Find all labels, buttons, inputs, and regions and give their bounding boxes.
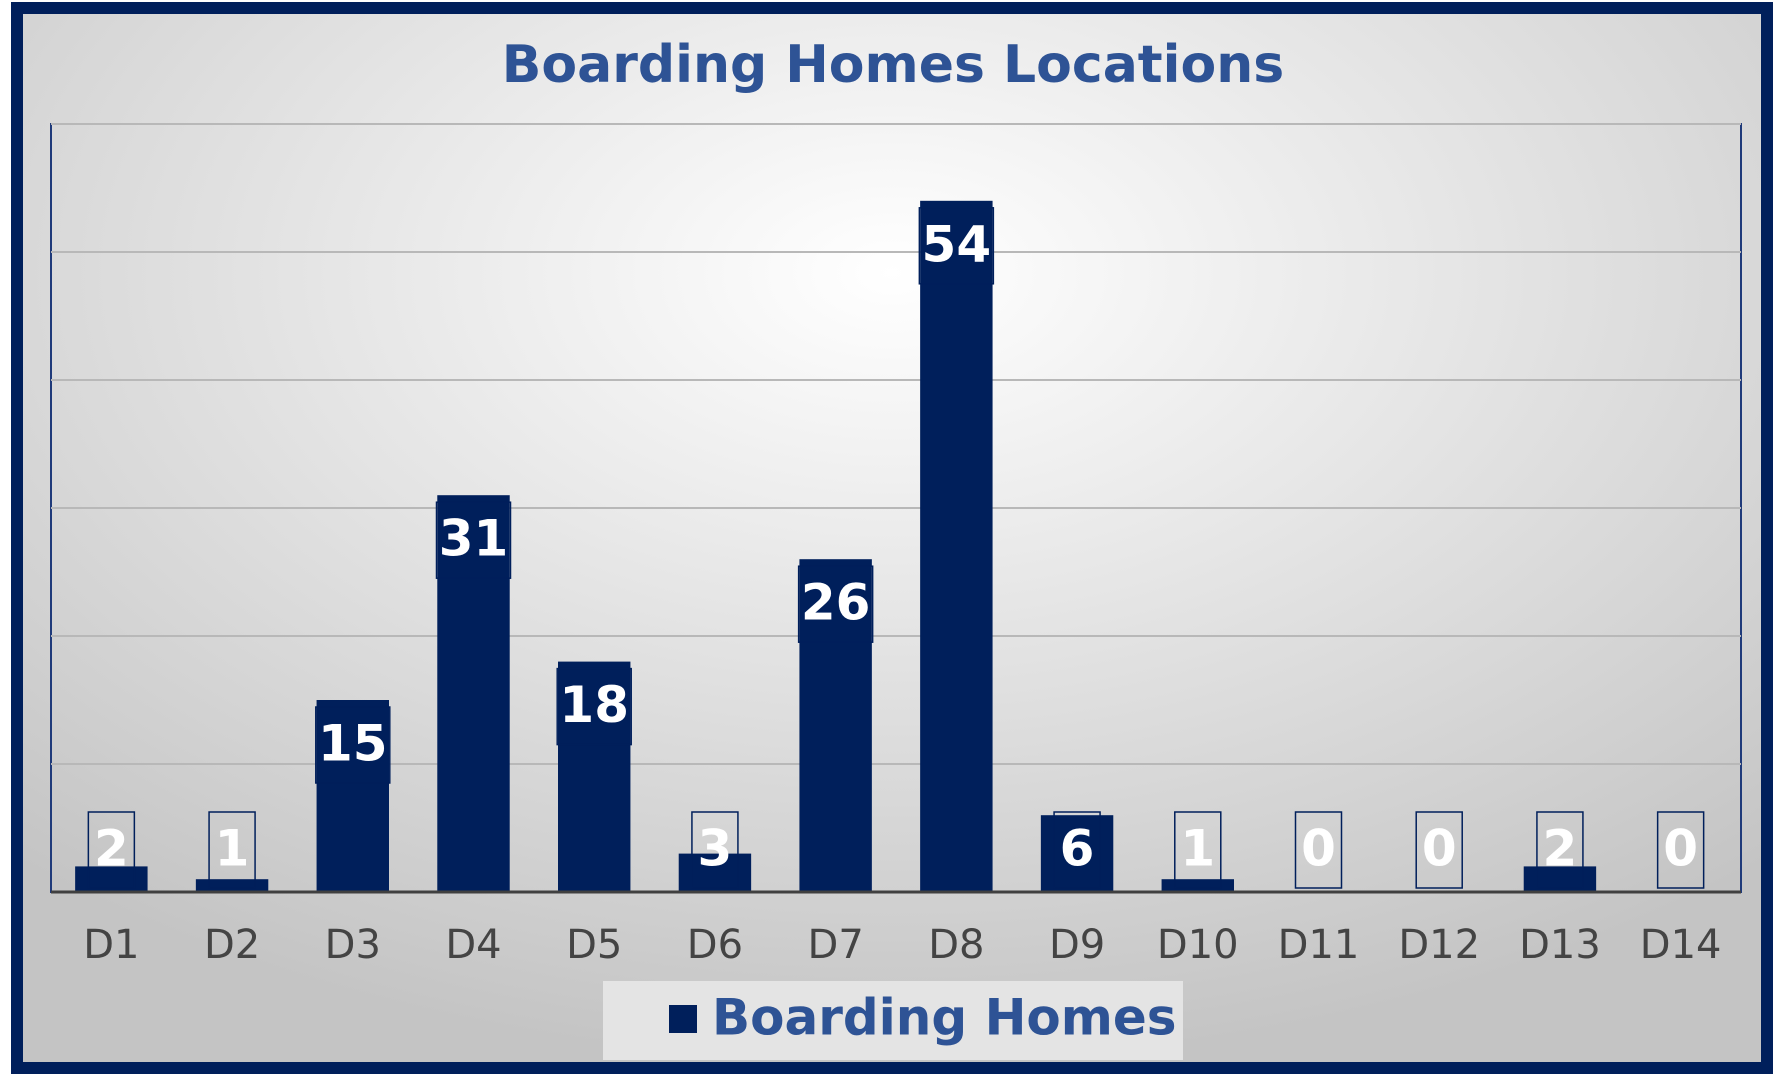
- data-label-box: [1415, 811, 1463, 889]
- data-label-box: [691, 811, 739, 889]
- x-tick-label: D14: [1640, 922, 1722, 968]
- x-tick-label: D10: [1157, 922, 1239, 968]
- chart-frame: [11, 2, 1773, 1074]
- data-label-box: [797, 565, 874, 643]
- data-label: 3: [698, 820, 733, 878]
- data-label: 0: [1422, 820, 1457, 878]
- data-label: 26: [801, 574, 871, 632]
- data-label: 6: [1060, 820, 1095, 878]
- legend-swatch: [669, 1005, 697, 1033]
- data-label: 31: [439, 510, 509, 568]
- data-label-box: [208, 811, 256, 889]
- x-tick-label: D6: [687, 922, 743, 968]
- data-label: 1: [1180, 820, 1215, 878]
- data-label: 18: [559, 676, 629, 734]
- bar: [195, 879, 269, 892]
- data-label-box: [1656, 811, 1705, 889]
- x-tick-label: D9: [1049, 922, 1105, 968]
- bar: [316, 700, 389, 892]
- data-label-box: [435, 501, 512, 579]
- data-label-box: [918, 207, 995, 285]
- data-label: 15: [318, 715, 388, 773]
- data-label-box: [1536, 811, 1584, 889]
- data-label: 0: [1301, 820, 1336, 878]
- x-tick-label: D8: [928, 922, 984, 968]
- data-label-box: [315, 706, 391, 784]
- x-tick-label: D2: [204, 922, 260, 968]
- bar: [437, 495, 510, 892]
- bar: [558, 661, 631, 892]
- x-tick-label: D11: [1278, 922, 1360, 968]
- bar: [1040, 815, 1114, 892]
- bar: [1161, 879, 1234, 892]
- data-label: 2: [1543, 820, 1578, 878]
- bar: [678, 853, 752, 892]
- x-tick-label: D3: [325, 922, 381, 968]
- data-label: 1: [215, 820, 250, 878]
- x-tick-label: D5: [566, 922, 622, 968]
- data-label: 2: [94, 820, 129, 878]
- data-label-box: [1174, 811, 1222, 889]
- x-tick-label: D1: [83, 922, 139, 968]
- data-label-box: [556, 667, 632, 746]
- x-tick-label: D7: [808, 922, 864, 968]
- x-tick-label: D4: [445, 922, 501, 968]
- legend: [603, 981, 1183, 1060]
- data-label-box: [1294, 811, 1343, 889]
- data-label-box: [87, 811, 136, 889]
- data-label-box: [1053, 811, 1101, 889]
- legend-label: Boarding Homes: [712, 989, 1177, 1047]
- chart-title: Boarding Homes Locations: [502, 35, 1284, 95]
- data-label: 0: [1663, 820, 1698, 878]
- bar: [920, 200, 993, 893]
- data-label: 54: [922, 215, 992, 273]
- bar: [799, 559, 872, 892]
- x-tick-label: D13: [1519, 922, 1601, 968]
- x-tick-label: D12: [1398, 922, 1480, 968]
- legend-box: [603, 981, 1183, 1060]
